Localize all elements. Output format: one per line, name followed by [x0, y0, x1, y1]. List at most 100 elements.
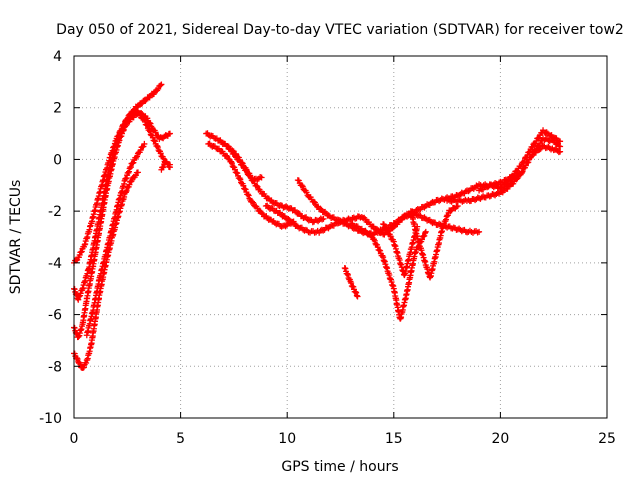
data-point — [155, 85, 162, 92]
x-tick-labels: 0 5 10 15 20 25 — [70, 431, 616, 447]
y-tick-label: -6 — [48, 308, 62, 324]
data-point — [380, 221, 387, 228]
data-point — [78, 248, 85, 255]
series-11 — [348, 220, 429, 322]
data-point — [320, 227, 327, 234]
data-point — [354, 293, 361, 300]
data-point — [529, 144, 536, 151]
data-point — [440, 196, 447, 203]
data-point — [453, 203, 460, 210]
data-point — [73, 355, 80, 362]
series-7 — [205, 140, 297, 230]
data-point — [465, 196, 472, 203]
data-point — [476, 195, 483, 202]
data-point — [122, 123, 129, 130]
data-point — [74, 355, 81, 362]
data-point — [128, 177, 135, 184]
data-point — [384, 227, 391, 234]
series-3 — [71, 110, 173, 341]
x-tick-label: 25 — [598, 431, 616, 447]
data-point — [320, 215, 327, 222]
x-tick-label: 20 — [491, 431, 509, 447]
data-point — [546, 138, 553, 145]
series-8 — [224, 143, 265, 184]
data-point — [157, 82, 164, 89]
data-point — [147, 128, 154, 135]
y-tick-label: -2 — [48, 204, 62, 220]
data-point — [416, 206, 423, 213]
data-point — [324, 224, 331, 231]
data-point — [140, 115, 147, 122]
data-point — [303, 189, 310, 196]
data-point — [420, 203, 427, 210]
data-point — [422, 230, 429, 237]
data-point — [310, 198, 317, 205]
data-point — [250, 199, 257, 206]
data-point — [511, 171, 518, 178]
data-point — [231, 166, 238, 173]
data-point — [253, 182, 260, 189]
data-point — [421, 232, 428, 239]
x-tick-label: 5 — [176, 431, 185, 447]
data-point — [83, 360, 90, 367]
y-tick-label: 4 — [53, 49, 62, 65]
data-point — [242, 186, 249, 193]
data-point — [389, 225, 396, 232]
x-tick-label: 10 — [278, 431, 296, 447]
y-tick-label: -10 — [39, 411, 62, 427]
data-point — [224, 153, 231, 160]
data-point — [557, 138, 564, 145]
data-point — [245, 192, 252, 199]
data-point — [377, 247, 384, 254]
data-point — [418, 236, 425, 243]
data-point — [285, 215, 292, 222]
data-point — [484, 184, 491, 191]
data-point — [536, 146, 543, 153]
series-6 — [203, 130, 327, 226]
data-point — [127, 178, 134, 185]
data-point — [80, 364, 87, 371]
grid-lines — [74, 56, 607, 418]
y-tick-label: 2 — [53, 101, 62, 117]
data-point — [152, 138, 159, 145]
series-18 — [158, 158, 173, 173]
data-point — [258, 174, 265, 181]
y-tick-labels: -10 -8 -6 -4 -2 0 2 4 — [39, 49, 62, 427]
data-point — [311, 199, 318, 206]
data-point — [350, 214, 357, 221]
data-point — [543, 129, 550, 136]
data-point — [137, 111, 144, 118]
data-point — [134, 153, 141, 160]
data-point — [401, 214, 408, 221]
y-tick-label: 0 — [53, 152, 62, 168]
data-point — [233, 150, 240, 157]
data-point — [514, 175, 521, 182]
x-tick-label: 0 — [70, 431, 79, 447]
data-point — [317, 205, 324, 212]
plot-frame — [73, 55, 608, 419]
data-point — [237, 176, 244, 183]
data-point — [519, 168, 526, 175]
data-point — [143, 121, 150, 128]
data-point — [348, 280, 355, 287]
data-point — [387, 233, 394, 240]
series-13 — [341, 265, 361, 300]
data-point — [374, 226, 381, 233]
y-tick-label: -4 — [48, 256, 62, 272]
data-point — [447, 208, 454, 215]
y-axis-label: SDTVAR / TECUs — [8, 180, 24, 295]
data-point — [298, 182, 305, 189]
data-point — [129, 160, 136, 167]
x-axis-label: GPS time / hours — [281, 459, 398, 475]
data-point — [234, 170, 241, 177]
data-point — [152, 129, 159, 136]
data-point — [352, 288, 359, 295]
data-point — [315, 218, 322, 225]
data-point — [144, 122, 151, 129]
data-point — [299, 183, 306, 190]
data-point — [465, 188, 472, 195]
data-point — [334, 216, 341, 223]
data-point — [166, 130, 173, 137]
series-17 — [529, 142, 564, 158]
